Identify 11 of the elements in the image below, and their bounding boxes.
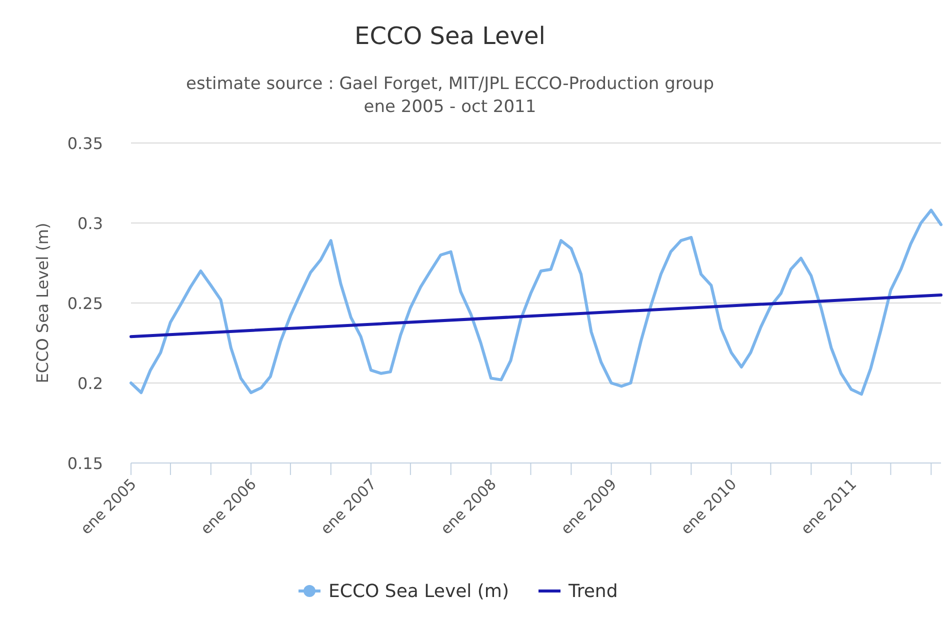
- y-tick-label: 0.15: [67, 454, 103, 473]
- legend-label: ECCO Sea Level (m): [328, 581, 509, 602]
- chart-subtitle: estimate source : Gael Forget, MIT/JPL ECCO-Production group ene 2005 - oct 2011: [186, 74, 714, 117]
- line-series: [130, 208, 942, 396]
- y-tick-label: 0.25: [67, 294, 103, 313]
- y-tick-label: 0.3: [78, 214, 103, 233]
- legend-label: Trend: [568, 581, 618, 602]
- y-tick-label: 0.2: [78, 374, 103, 393]
- y-axis-title: ECCO Sea Level (m): [33, 222, 52, 384]
- y-tick-label: 0.35: [67, 134, 103, 153]
- chart-title: ECCO Sea Level: [354, 22, 546, 50]
